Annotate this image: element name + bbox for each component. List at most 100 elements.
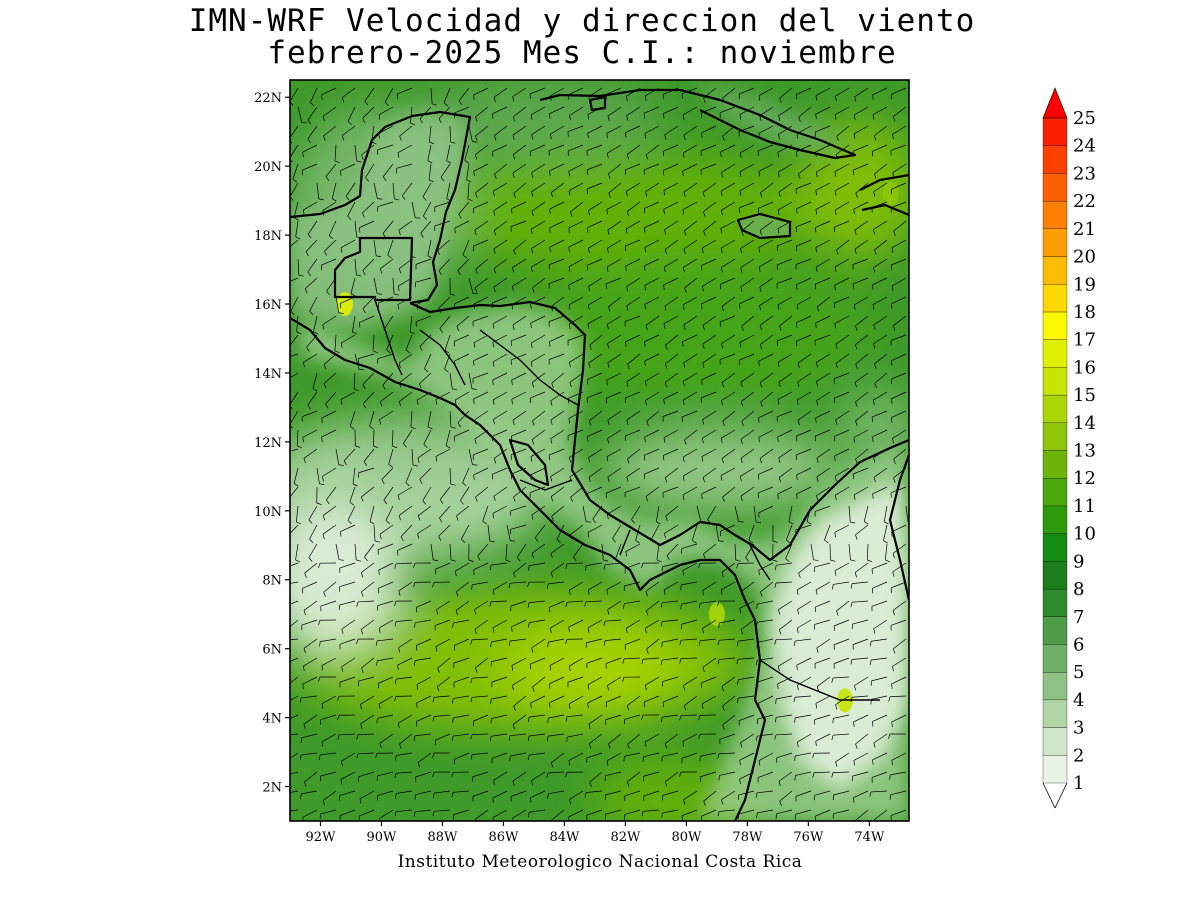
wind-barb <box>379 524 394 540</box>
wind-barb <box>703 790 717 806</box>
wind-barb <box>734 543 741 562</box>
wind-barb <box>472 448 489 460</box>
wind-barb <box>815 87 831 101</box>
wind-barb <box>626 467 641 482</box>
wind-barb <box>466 163 472 183</box>
lon-tick-label: 74W <box>854 830 885 845</box>
wind-barb <box>631 505 641 524</box>
wind-barb <box>664 296 679 312</box>
wind-barb <box>356 600 375 607</box>
wind-barb <box>475 106 489 122</box>
wind-barb <box>776 334 793 346</box>
wind-barb <box>529 391 546 404</box>
wind-barb <box>456 315 470 332</box>
wind-barb <box>432 790 451 799</box>
wind-barb <box>776 752 793 763</box>
wind-barb <box>778 106 793 121</box>
wind-barb <box>796 467 812 480</box>
wind-barb <box>832 581 850 590</box>
wind-barb <box>377 543 394 555</box>
wind-barb <box>645 486 660 502</box>
colorbar-swatch <box>1042 588 1068 617</box>
wind-barb <box>490 714 508 724</box>
colorbar-label: 22 <box>1073 191 1096 212</box>
wind-barb <box>853 106 869 120</box>
wind-barb <box>492 372 508 386</box>
colorbar-label: 12 <box>1073 468 1096 489</box>
wind-barb <box>339 809 356 821</box>
wind-barb <box>527 581 546 588</box>
wind-barb <box>548 448 565 461</box>
wind-barb <box>512 87 527 102</box>
wind-barb <box>340 771 356 785</box>
wind-barb <box>304 771 318 787</box>
wind-barb <box>528 619 546 628</box>
wind-barb <box>885 543 891 563</box>
wind-barb <box>303 638 318 654</box>
wind-barb <box>606 201 622 215</box>
wind-barb <box>853 752 869 766</box>
wind-barb <box>398 505 413 521</box>
wind-barb <box>339 676 356 688</box>
wind-barb <box>741 315 755 331</box>
wind-barb <box>548 144 565 156</box>
wind-barb <box>411 448 418 467</box>
wind-barb <box>396 163 413 174</box>
wind-barb <box>774 581 793 588</box>
wind-barb <box>855 353 869 369</box>
wind-barb <box>682 334 698 347</box>
wind-barb <box>510 220 527 232</box>
wind-barb <box>607 353 622 368</box>
wind-barb <box>586 144 603 156</box>
wind-barb <box>624 163 641 175</box>
wind-barb <box>513 695 527 711</box>
wind-barb <box>643 790 660 801</box>
wind-barb <box>445 429 451 449</box>
wind-barb <box>834 201 850 216</box>
wind-barb <box>335 543 345 561</box>
wind-barb <box>436 676 451 692</box>
wind-barb <box>854 334 869 350</box>
map-frame <box>289 79 910 822</box>
wind-barb <box>873 334 888 349</box>
wind-barb <box>323 372 337 389</box>
wind-barb <box>413 562 432 568</box>
wind-barbs <box>290 87 909 821</box>
wind-barb <box>719 315 736 327</box>
wind-barb <box>759 277 774 292</box>
wind-barb <box>372 334 378 354</box>
colorbar-swatch <box>1042 256 1068 285</box>
wind-barb <box>756 809 774 818</box>
wind-barb <box>892 600 907 616</box>
wind-barb <box>452 714 470 723</box>
wind-barb <box>624 429 641 442</box>
wind-barb <box>529 144 546 157</box>
wind-barb <box>644 619 660 634</box>
wind-barb <box>405 334 413 354</box>
wind-barb <box>662 144 679 157</box>
wind-barb <box>362 391 375 409</box>
lat-tick-label: 2N <box>262 781 282 796</box>
wind-barb <box>434 733 451 746</box>
wind-barb <box>836 239 850 255</box>
wind-barb <box>416 695 432 708</box>
wind-barb <box>683 790 698 805</box>
wind-barb <box>586 657 603 669</box>
wind-barb <box>527 733 546 741</box>
wind-barb <box>468 277 479 295</box>
wind-barb <box>831 771 850 778</box>
wind-barb <box>356 638 375 644</box>
wind-barb <box>458 201 470 219</box>
wind-barb <box>398 220 413 236</box>
wind-barb <box>489 600 508 607</box>
wind-barb <box>435 638 451 652</box>
colorbar-swatch <box>1042 228 1068 257</box>
wind-barb <box>365 163 375 182</box>
wind-barb <box>493 410 508 425</box>
wind-barb <box>398 581 413 596</box>
colorbar-swatch <box>1042 394 1068 423</box>
wind-barb <box>582 505 592 523</box>
wind-barb <box>759 372 774 388</box>
wind-barb <box>871 562 888 574</box>
wind-barb <box>321 429 337 442</box>
